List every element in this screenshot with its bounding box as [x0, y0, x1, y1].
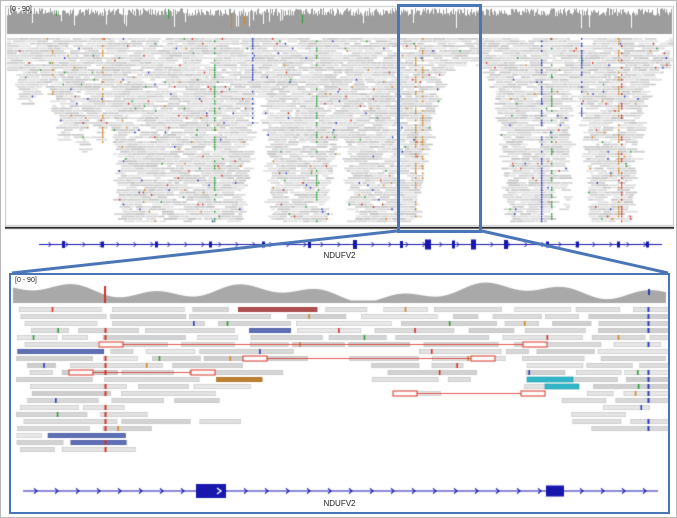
zoom-panel: [0 - 90] NDUFV2 — [9, 273, 670, 514]
overview-panel: [0 - 90] NDUFV2 — [5, 3, 674, 265]
coverage-range-label: [0 - 90] — [10, 6, 32, 13]
overview-alignment-canvas[interactable] — [5, 3, 674, 265]
zoom-alignment-canvas[interactable] — [11, 275, 668, 512]
gene-name-label: NDUFV2 — [323, 251, 356, 260]
gene-name-label: NDUFV2 — [323, 499, 356, 508]
coverage-range-label: [0 - 90] — [15, 277, 37, 284]
